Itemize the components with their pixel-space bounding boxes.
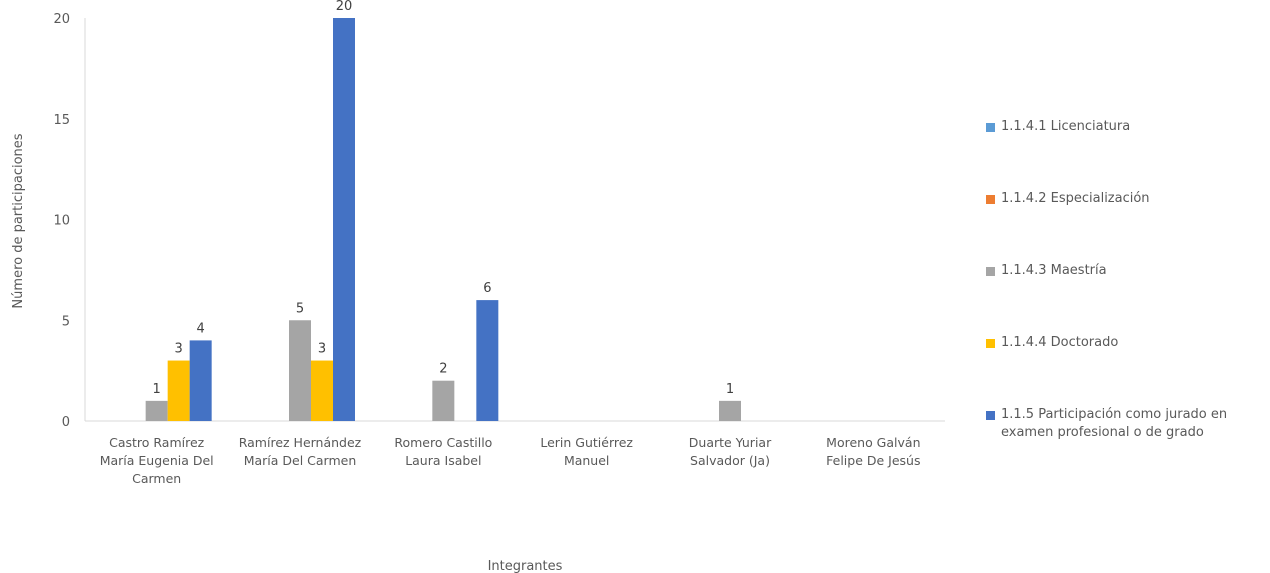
y-tick-label: 15: [53, 113, 70, 128]
legend-swatch: [986, 339, 995, 348]
x-tick-label: Duarte Yuriar: [689, 435, 772, 450]
x-tick-label: Felipe De Jesús: [826, 453, 920, 468]
legend-label: 1.1.4.1 Licenciatura: [1001, 119, 1131, 134]
y-axis-title: Número de participaciones: [11, 133, 26, 308]
legend-label: 1.1.4.2 Especialización: [1001, 191, 1150, 206]
x-tick-label: Manuel: [564, 453, 609, 468]
legend-swatch: [986, 411, 995, 420]
y-tick-label: 10: [53, 214, 70, 229]
x-tick-label: Romero Castillo: [394, 435, 492, 450]
legend-swatch: [986, 123, 995, 132]
bar: [145, 400, 168, 421]
x-axis-title: Integrantes: [488, 559, 563, 573]
x-tick-label: Laura Isabel: [405, 453, 481, 468]
x-tick-label: Lerin Gutiérrez: [540, 435, 633, 450]
bar: [311, 360, 333, 421]
y-tick-label: 20: [53, 12, 70, 27]
bar: [719, 400, 741, 421]
x-tick-label: María Del Carmen: [244, 453, 357, 468]
data-label: 5: [296, 301, 304, 316]
bar: [289, 320, 311, 421]
legend-item: 1.1.4.1 Licenciatura: [985, 118, 1130, 136]
x-tick-label: María Eugenia Del: [100, 453, 214, 468]
data-label: 3: [318, 342, 326, 357]
y-tick-label: 0: [62, 415, 70, 430]
bar: [189, 340, 212, 421]
x-tick-label: Castro Ramírez: [109, 435, 205, 450]
legend-item: 1.1.5 Participación como jurado en examen…: [985, 406, 1227, 442]
bar: [476, 300, 499, 421]
legend-label: 1.1.5 Participación como jurado en: [1001, 407, 1228, 422]
data-label: 3: [175, 342, 183, 357]
legend-swatch: [986, 267, 995, 276]
legend-label: 1.1.4.3 Maestría: [1001, 263, 1107, 278]
x-tick-label: Moreno Galván: [826, 435, 920, 450]
data-label: 4: [197, 321, 205, 336]
legend-label: 1.1.4.4 Doctorado: [1001, 335, 1119, 350]
x-tick-label: Salvador (Ja): [690, 453, 770, 468]
bar: [432, 380, 455, 421]
legend-item: 1.1.4.2 Especialización: [985, 190, 1150, 208]
data-label: 6: [483, 281, 491, 296]
x-tick-label: Carmen: [132, 471, 181, 486]
y-tick-label: 5: [62, 314, 70, 329]
bar: [167, 360, 190, 421]
legend-label: examen profesional o de grado: [1001, 425, 1204, 440]
legend-item: 1.1.4.3 Maestría: [985, 262, 1107, 280]
data-label: 20: [336, 0, 353, 14]
data-label: 2: [439, 362, 447, 377]
legend-item: 1.1.4.4 Doctorado: [985, 334, 1118, 352]
legend-swatch: [986, 195, 995, 204]
bar: [333, 18, 355, 421]
x-tick-label: Ramírez Hernández: [239, 435, 362, 450]
data-label: 1: [153, 382, 161, 397]
data-label: 1: [726, 382, 734, 397]
